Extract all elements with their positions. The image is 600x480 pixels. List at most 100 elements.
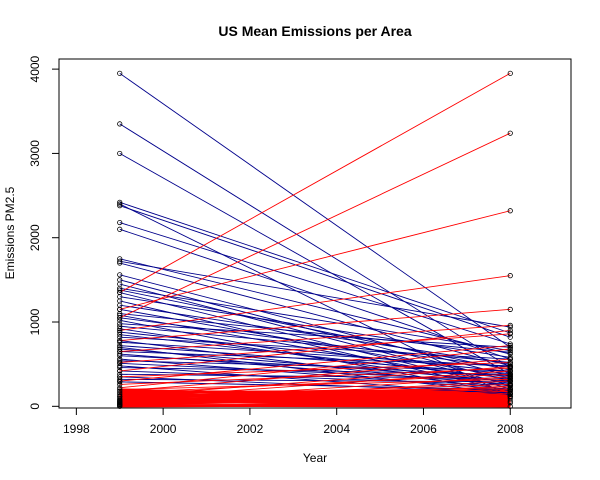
data-point — [507, 371, 513, 377]
data-point — [507, 354, 513, 361]
data-point — [507, 348, 513, 354]
data-point — [117, 317, 123, 323]
data-point — [117, 363, 123, 369]
x-tick-label: 2008 — [497, 422, 524, 436]
series-line — [119, 304, 511, 365]
series-line — [119, 400, 511, 403]
data-point — [507, 324, 513, 330]
series-line — [119, 324, 511, 352]
data-point — [507, 208, 513, 214]
data-point — [507, 381, 513, 387]
data-point — [507, 368, 513, 374]
data-point — [117, 334, 123, 340]
data-point — [507, 343, 513, 349]
data-point — [117, 348, 123, 355]
series-line — [119, 325, 511, 363]
series-line — [119, 308, 511, 342]
data-point — [507, 398, 513, 404]
data-point — [117, 337, 123, 344]
series-line — [119, 358, 511, 392]
x-tick-label: 2002 — [237, 422, 264, 436]
data-point — [117, 359, 123, 366]
series-line — [119, 260, 511, 328]
series-line — [119, 367, 511, 385]
series-line — [119, 313, 511, 353]
data-point — [507, 378, 513, 384]
data-point — [117, 306, 123, 312]
series-line — [119, 367, 511, 375]
data-point — [117, 358, 123, 364]
data-point — [117, 376, 123, 382]
data-point — [507, 334, 513, 340]
data-point — [117, 371, 123, 377]
data-point — [507, 341, 513, 347]
x-tick-label: 2004 — [323, 422, 350, 436]
x-tick-label: 2006 — [410, 422, 437, 436]
series-line — [119, 329, 511, 372]
series-line — [119, 360, 511, 372]
x-tick-label: 2000 — [150, 422, 177, 436]
data-point — [507, 349, 513, 355]
series-line — [119, 402, 511, 407]
series-line — [119, 201, 511, 334]
series-line — [119, 132, 511, 319]
y-tick-label: 1000 — [28, 308, 42, 335]
data-point — [507, 346, 513, 352]
x-tick-label: 1998 — [63, 422, 90, 436]
x-axis: 1998 2000 2002 2004 2006 2008 — [63, 407, 524, 436]
data-point — [117, 201, 123, 207]
data-point — [117, 343, 123, 349]
data-point — [117, 346, 123, 352]
data-point — [507, 356, 513, 362]
series-line — [119, 205, 511, 338]
series-line — [119, 308, 511, 379]
series-layer — [119, 72, 511, 408]
series-line — [119, 341, 511, 368]
data-point — [507, 273, 513, 279]
data-point — [507, 322, 513, 328]
data-point — [507, 344, 513, 350]
data-point — [117, 70, 123, 76]
series-line — [119, 378, 511, 390]
data-point — [117, 312, 123, 318]
y-tick-label: 3000 — [28, 140, 42, 167]
y-axis: 0 1000 2000 3000 4000 — [28, 55, 60, 410]
data-point — [117, 399, 123, 406]
series-line — [119, 351, 511, 367]
series-line — [119, 380, 511, 404]
series-line — [119, 296, 511, 358]
data-point — [117, 364, 123, 371]
series-line — [119, 72, 511, 293]
series-line — [119, 275, 511, 331]
series-line — [119, 333, 511, 363]
data-point — [117, 258, 123, 264]
series-line — [119, 366, 511, 397]
series-line — [119, 222, 511, 345]
series-line — [119, 262, 511, 367]
series-line — [119, 287, 511, 352]
data-point — [507, 383, 513, 389]
series-line — [119, 323, 511, 348]
data-point — [117, 388, 123, 394]
data-point — [117, 339, 123, 345]
series-line — [119, 317, 511, 368]
data-point — [117, 321, 123, 327]
data-point — [117, 374, 123, 380]
data-point — [117, 199, 123, 205]
series-line — [119, 370, 511, 386]
data-point — [507, 388, 513, 394]
data-point — [117, 381, 123, 387]
data-point — [117, 386, 123, 393]
data-point — [117, 260, 123, 266]
data-point — [117, 385, 123, 391]
data-point — [507, 385, 513, 391]
data-point — [117, 289, 123, 296]
data-point — [507, 70, 513, 76]
series-line — [119, 123, 511, 368]
data-point — [117, 403, 123, 409]
data-point — [117, 150, 123, 157]
data-point — [507, 391, 513, 397]
data-point — [117, 401, 123, 407]
data-point — [507, 365, 513, 371]
